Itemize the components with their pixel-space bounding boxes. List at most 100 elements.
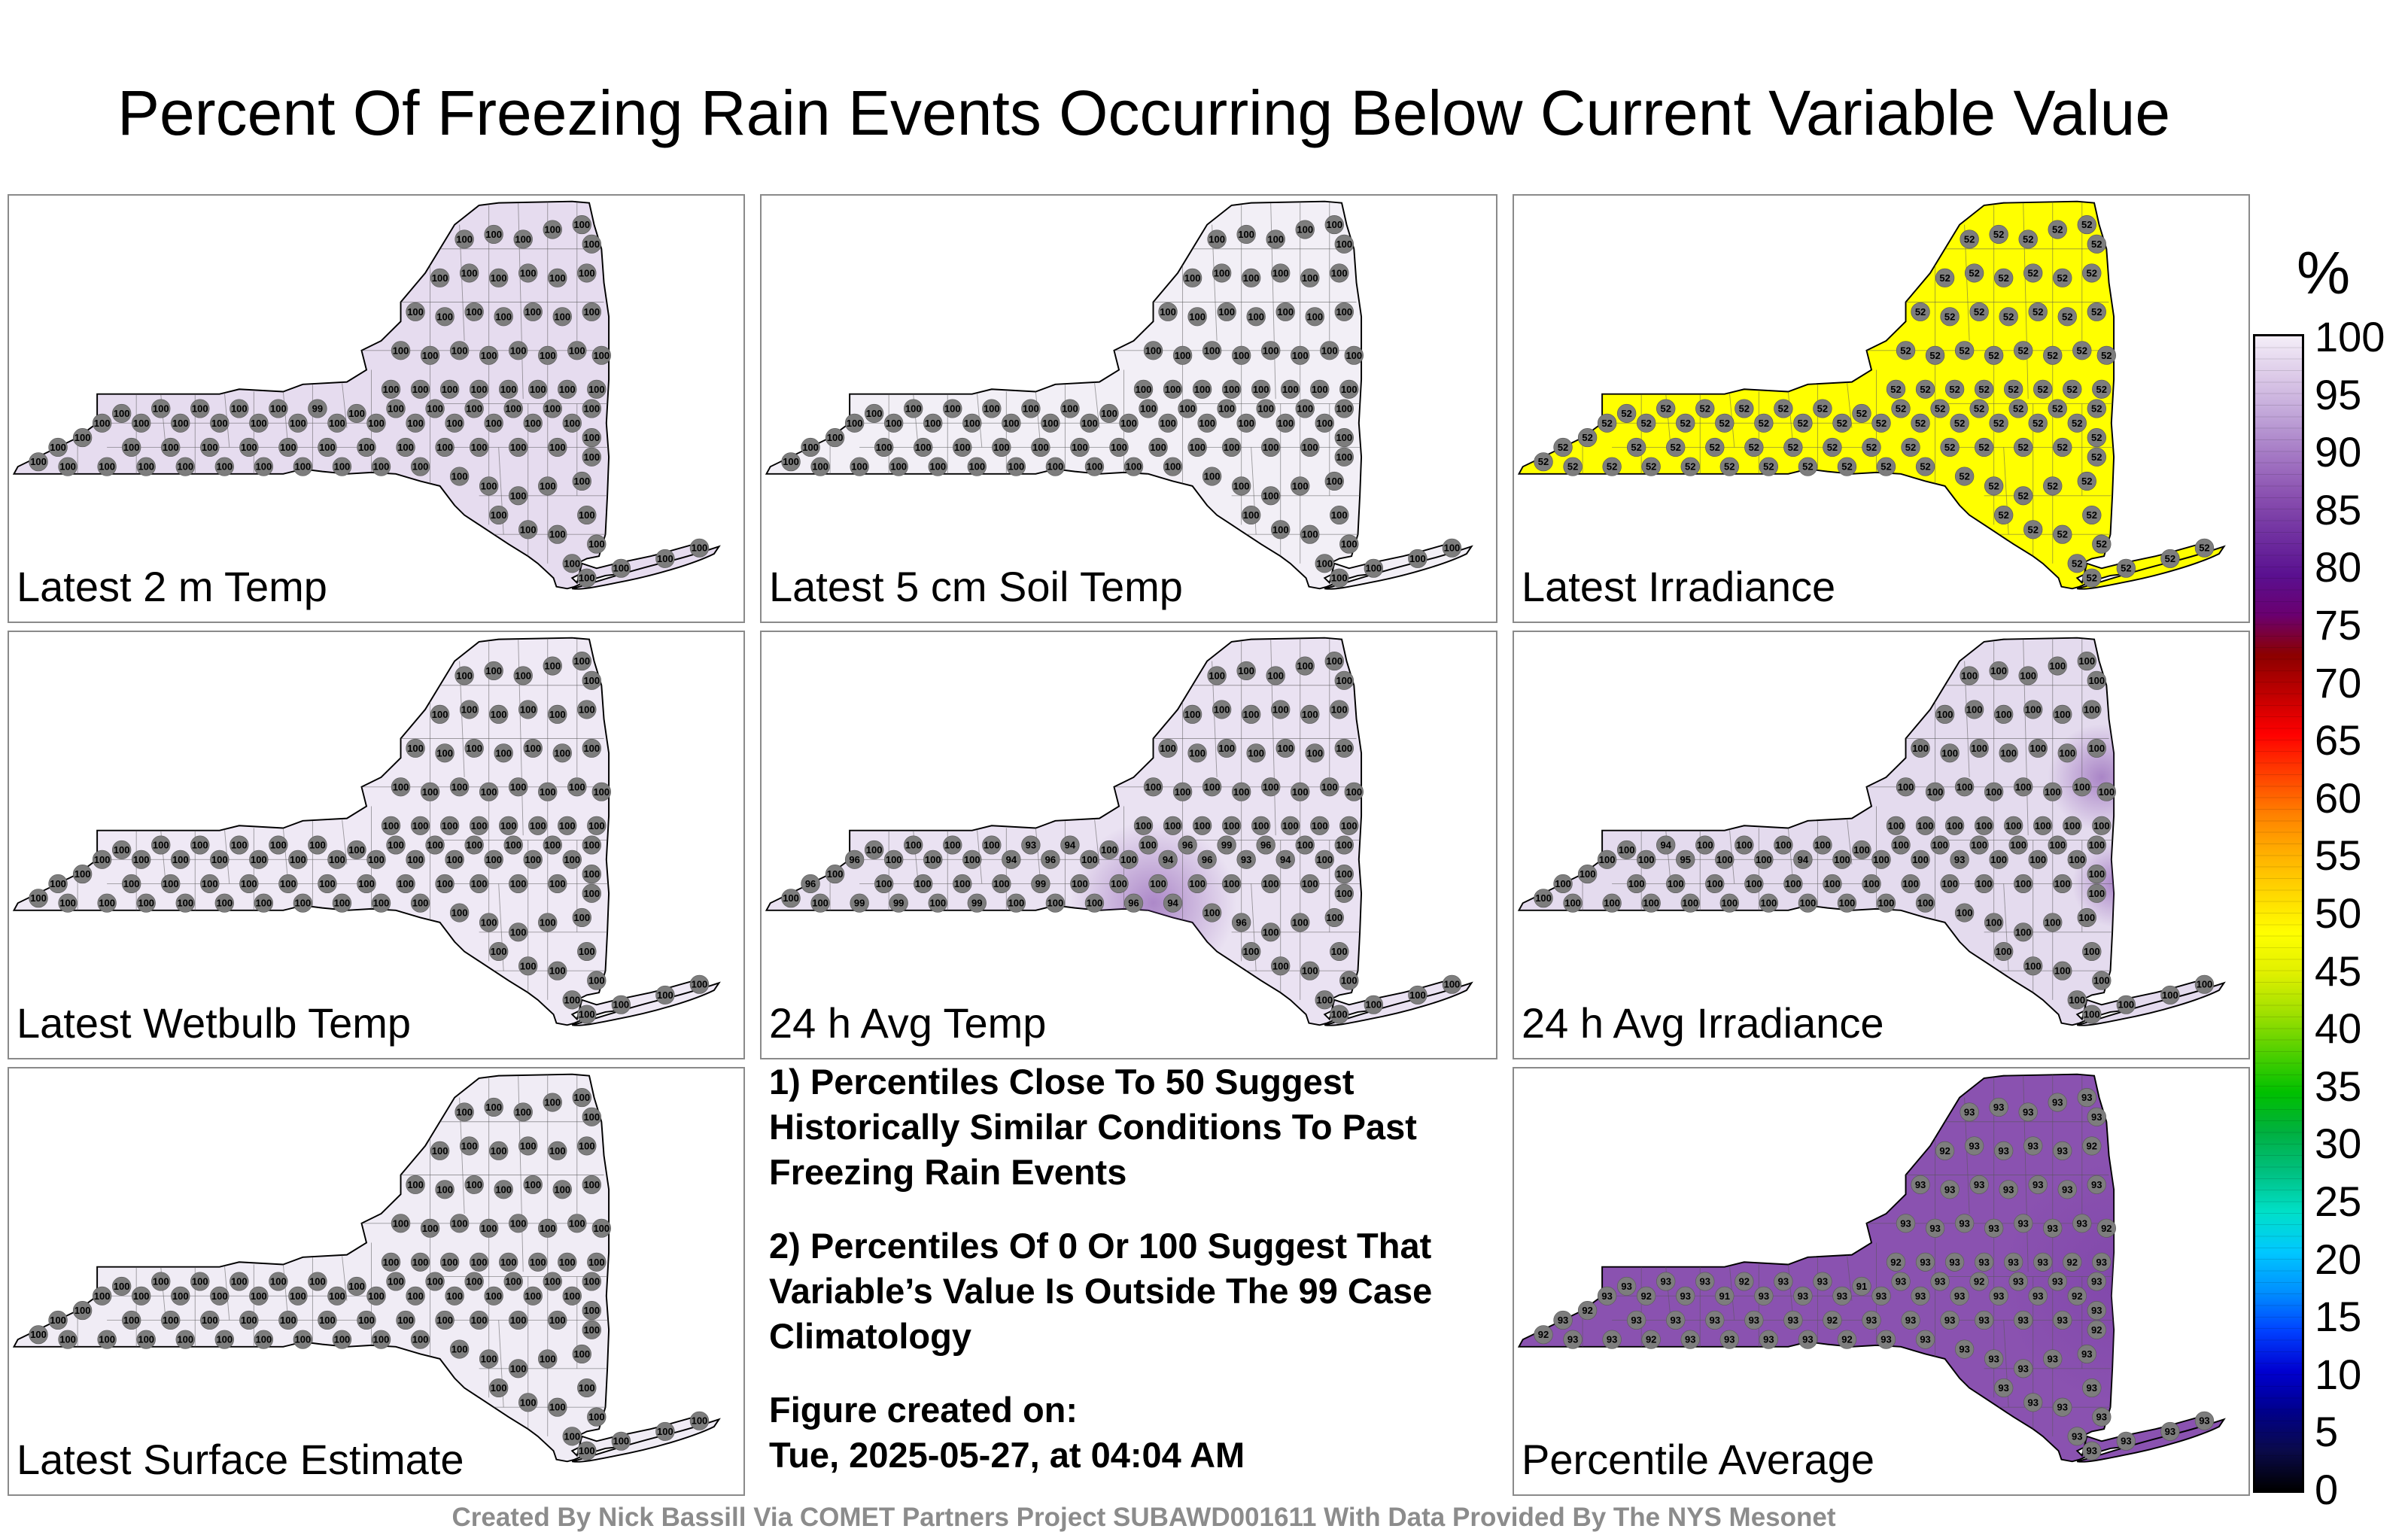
station-marker: 100: [1187, 307, 1207, 327]
station-marker: 100: [1330, 505, 1349, 525]
station-dot: [1291, 476, 1310, 496]
station-value: 93: [1978, 1315, 1989, 1326]
colorbar-tick-label: 25: [2315, 1178, 2362, 1225]
station-dot: [1006, 457, 1026, 476]
station-dot: [1636, 1286, 1656, 1306]
station-marker: 100: [1695, 835, 1715, 855]
station-dot: [2048, 656, 2067, 676]
station-value: 100: [2088, 675, 2105, 686]
station-dot: [1143, 777, 1163, 797]
station-marker: 100: [92, 1286, 112, 1306]
station-value: 93: [1788, 1315, 1798, 1326]
station-value: 100: [549, 878, 566, 889]
station-marker: 100: [214, 893, 234, 913]
station-dot: [131, 1286, 151, 1306]
station-dot: [1744, 874, 1764, 893]
station-value: 93: [1905, 1315, 1916, 1326]
station-value: 100: [1961, 670, 1978, 681]
station-value: 100: [573, 655, 590, 667]
station-value: 94: [1280, 854, 1291, 865]
station-marker: 100: [469, 379, 489, 399]
station-dot: [1178, 835, 1197, 855]
station-dot: [577, 700, 597, 719]
station-marker: 93: [1774, 1272, 1793, 1291]
station-value: 100: [1341, 539, 1358, 550]
station-value: 100: [1272, 704, 1289, 715]
station-value: 100: [216, 461, 233, 473]
station-value: 100: [1175, 350, 1191, 361]
station-dot: [1925, 782, 1945, 801]
station-dot: [171, 1286, 190, 1306]
station-marker: 100: [288, 850, 308, 869]
station-marker: 94: [1656, 835, 1676, 855]
station-value: 100: [1365, 563, 1382, 574]
station-value: 100: [1003, 418, 1020, 429]
station-dot: [210, 413, 230, 433]
station-marker: 100: [1231, 782, 1251, 801]
station-dot: [1334, 447, 1354, 467]
station-marker: 92: [2063, 1252, 2082, 1272]
station-marker: 93: [1999, 1180, 2018, 1199]
station-value: 100: [2084, 946, 2100, 957]
station-marker: 100: [1813, 835, 1832, 855]
station-value: 100: [500, 384, 517, 395]
station-marker: 100: [509, 874, 528, 893]
station-value: 100: [1184, 709, 1201, 720]
station-marker: 100: [459, 1136, 479, 1156]
station-value: 52: [1558, 442, 1568, 453]
station-dot: [1886, 379, 1906, 399]
station-marker: 100: [1182, 704, 1202, 724]
station-dot: [2053, 874, 2072, 893]
station-marker: 100: [48, 1310, 68, 1330]
station-value: 52: [1978, 384, 1989, 395]
station-marker: 52: [1793, 413, 1813, 433]
station-marker: 100: [406, 850, 425, 869]
station-value: 100: [1937, 709, 1953, 720]
station-marker: 93: [1940, 1310, 1960, 1330]
station-dot: [1334, 234, 1354, 254]
station-marker: 100: [587, 971, 607, 990]
station-marker: 100: [210, 413, 230, 433]
station-dot: [484, 1286, 503, 1306]
station-dot: [1031, 874, 1050, 893]
station-value: 100: [358, 442, 375, 453]
station-value: 100: [540, 480, 556, 491]
station-value: 52: [1964, 233, 1975, 245]
station-marker: 93: [2092, 1252, 2112, 1272]
station-value: 100: [588, 384, 605, 395]
station-marker: 100: [214, 1330, 234, 1349]
station-marker: 100: [953, 437, 972, 457]
station-value: 100: [446, 418, 463, 429]
station-value: 100: [1165, 384, 1181, 395]
station-value: 100: [491, 946, 507, 957]
station-dot: [1774, 399, 1793, 418]
station-marker: 52: [2008, 399, 2028, 418]
station-value: 100: [583, 1324, 600, 1336]
station-dot: [1002, 850, 1021, 869]
station-dot: [1626, 874, 1646, 893]
station-dot: [48, 437, 68, 457]
station-marker: 100: [1315, 413, 1334, 433]
station-value: 52: [1827, 442, 1838, 453]
station-dot: [528, 1252, 548, 1272]
station-dot: [288, 413, 308, 433]
station-marker: 93: [2043, 1349, 2063, 1369]
station-value: 100: [2088, 888, 2105, 899]
station-dot: [1563, 893, 1583, 913]
station-marker: 100: [781, 889, 801, 908]
station-dot: [572, 215, 591, 235]
station-marker: 100: [591, 345, 611, 365]
station-value: 52: [2067, 384, 2078, 395]
station-value: 100: [866, 844, 883, 856]
station-dot: [1719, 457, 1739, 476]
station-dot: [1930, 1272, 1950, 1291]
station-value: 100: [1917, 898, 1934, 909]
station-dot: [2028, 1175, 2048, 1194]
station-value: 100: [442, 384, 458, 395]
station-dot: [1315, 413, 1334, 433]
station-dot: [1759, 457, 1779, 476]
station-value: 96: [1236, 916, 1246, 928]
station-marker: 100: [587, 379, 607, 399]
station-value: 100: [216, 1334, 233, 1345]
station-dot: [1695, 835, 1715, 855]
